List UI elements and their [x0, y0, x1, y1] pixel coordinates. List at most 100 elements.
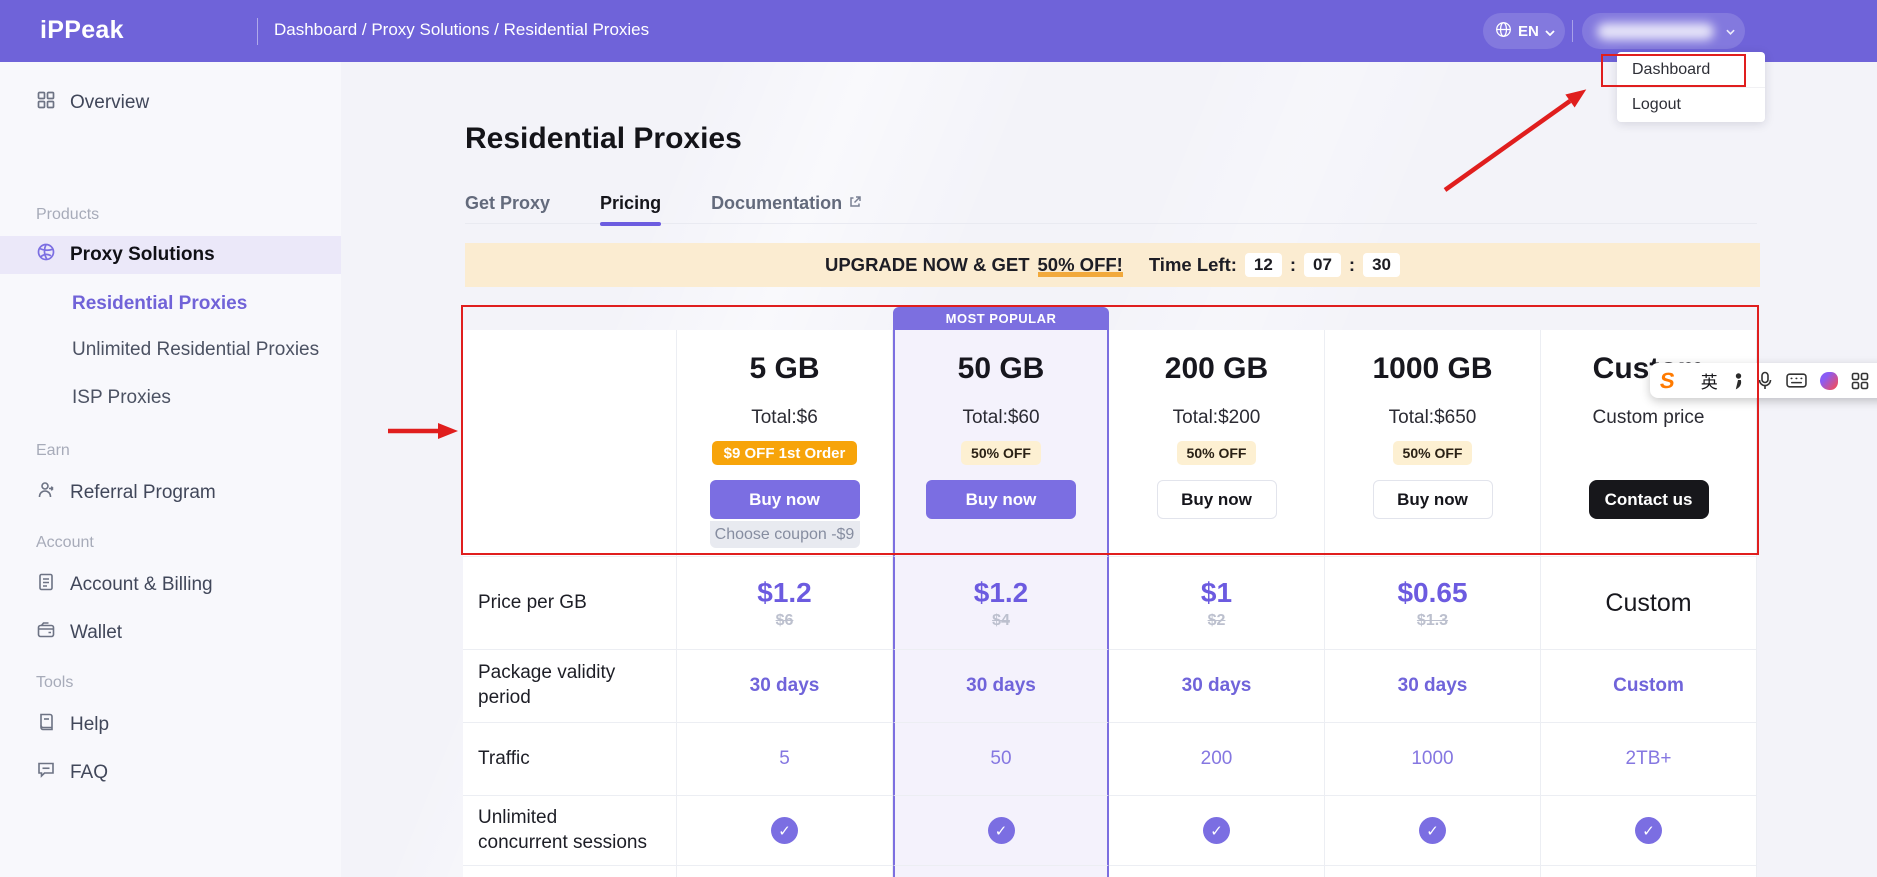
- page-title: Residential Proxies: [465, 122, 742, 155]
- sidebar-item-overview[interactable]: Overview: [0, 88, 341, 118]
- sidebar-section-tools: Tools: [36, 674, 74, 691]
- original-price: $2: [1207, 611, 1226, 629]
- sessions-cell: ✓: [1109, 796, 1325, 866]
- sidebar-item-referral-program[interactable]: Referral Program: [0, 478, 341, 508]
- sidebar-section-account: Account: [36, 534, 94, 551]
- price-cell: Custom: [1541, 557, 1757, 650]
- faq-chat-icon: [36, 760, 56, 786]
- ippeak-logo: iPPeak: [40, 16, 124, 44]
- traffic-cell: 200: [1109, 723, 1325, 796]
- buy-now-button[interactable]: Buy now: [709, 480, 860, 519]
- original-price: $1.3: [1416, 611, 1449, 629]
- plan-total: Total:$200: [1172, 407, 1261, 428]
- price-cell: $1.2 $4: [893, 557, 1109, 650]
- language-label: EN: [1518, 22, 1539, 40]
- sidebar-item-account-billing[interactable]: Account & Billing: [0, 570, 341, 600]
- promo-message: UPGRADE NOW & GET: [824, 254, 1030, 275]
- menu-item-logout[interactable]: Logout: [1617, 87, 1765, 122]
- tab-bar: Get Proxy Pricing Documentation: [465, 193, 862, 226]
- sidebar-section-products: Products: [36, 206, 100, 223]
- buy-now-button[interactable]: Buy now: [1156, 480, 1277, 519]
- redacted-user-email: [1597, 22, 1714, 40]
- sidebar-item-wallet[interactable]: Wallet: [0, 618, 341, 648]
- sidebar-section-earn: Earn: [36, 442, 70, 459]
- buy-now-button[interactable]: Buy now: [1372, 480, 1493, 519]
- ime-language-mode[interactable]: 英: [1700, 373, 1718, 392]
- sidebar-item-proxy-solutions[interactable]: Proxy Solutions: [0, 236, 341, 274]
- sessions-cell: ✓: [677, 796, 893, 866]
- upgrade-promo-banner: UPGRADE NOW & GET 50% OFF! Time Left: 12…: [465, 243, 1760, 287]
- first-order-badge: $9 OFF 1st Order: [711, 441, 858, 465]
- countdown-seconds: 30: [1363, 253, 1401, 277]
- chevron-down-icon: [1726, 22, 1735, 40]
- original-price: $6: [775, 611, 794, 629]
- check-icon: ✓: [1203, 817, 1230, 844]
- price-cell: $1.2 $6: [677, 557, 893, 650]
- user-account-menu[interactable]: [1582, 13, 1745, 49]
- header-divider: [1572, 20, 1573, 42]
- validity-cell: 30 days: [893, 650, 1109, 723]
- row-label-price-per-gb: Price per GB: [463, 557, 677, 650]
- tab-documentation[interactable]: Documentation: [711, 193, 862, 226]
- sidebar-item-label: Account & Billing: [70, 574, 213, 595]
- traffic-cell: 50: [893, 723, 1109, 796]
- plan-name: 5 GB: [749, 352, 820, 385]
- contact-us-button[interactable]: Contact us: [1588, 480, 1709, 519]
- globe-icon: [1495, 21, 1512, 42]
- help-book-icon: [36, 712, 56, 738]
- sessions-cell: ✓: [893, 796, 1109, 866]
- sidebar-item-faq[interactable]: FAQ: [0, 758, 341, 788]
- check-icon: ✓: [1635, 817, 1662, 844]
- overview-grid-icon: [36, 90, 56, 116]
- check-icon: ✓: [1419, 817, 1446, 844]
- sidebar-subitem-unlimited-residential-proxies[interactable]: Unlimited Residential Proxies: [72, 339, 320, 360]
- sogou-logo-icon[interactable]: S: [1658, 367, 1677, 393]
- punctuation-icon[interactable]: [1731, 371, 1744, 391]
- check-icon: ✓: [771, 817, 798, 844]
- traffic-cell: 1000: [1325, 723, 1541, 796]
- menu-item-dashboard[interactable]: Dashboard: [1632, 60, 1711, 78]
- validity-cell: 30 days: [677, 650, 893, 723]
- price-cell: $1 $2: [1109, 557, 1325, 650]
- tab-pricing[interactable]: Pricing: [600, 193, 662, 226]
- plan-total: Total:$6: [751, 407, 818, 428]
- chevron-down-icon: [1545, 23, 1555, 40]
- row-label-validity: Package validity period: [463, 650, 677, 723]
- plan-card-custom: Custom Custom price Contact us: [1541, 330, 1757, 557]
- countdown-hours: 12: [1244, 253, 1282, 277]
- sidebar-subitem-isp-proxies[interactable]: ISP Proxies: [72, 387, 171, 408]
- sidebar-item-help[interactable]: Help: [0, 710, 341, 740]
- original-price: $4: [992, 611, 1010, 629]
- keyboard-icon[interactable]: [1785, 372, 1807, 389]
- tabbar-divider: [465, 223, 1757, 224]
- annotation-arrow-dashboard: [1443, 89, 1587, 192]
- buy-now-button[interactable]: Buy now: [926, 480, 1076, 519]
- discount-badge: 50% OFF: [961, 441, 1041, 465]
- plan-name: 1000 GB: [1372, 352, 1493, 385]
- sidebar-item-label: Wallet: [70, 622, 123, 643]
- plan-total: Total:$650: [1388, 407, 1477, 428]
- sidebar-item-label: Overview: [70, 92, 150, 113]
- sidebar-subitem-residential-proxies[interactable]: Residential Proxies: [72, 293, 248, 314]
- apps-grid-icon[interactable]: [1851, 372, 1869, 390]
- breadcrumb[interactable]: Dashboard / Proxy Solutions / Residentia…: [274, 20, 650, 39]
- traffic-cell: 2TB+: [1541, 723, 1757, 796]
- skin-palette-icon[interactable]: [1819, 371, 1838, 390]
- tab-get-proxy[interactable]: Get Proxy: [465, 193, 551, 213]
- sessions-cell: ✓: [1325, 796, 1541, 866]
- table-corner-cell: [463, 330, 677, 557]
- coupon-select[interactable]: Choose coupon -$9: [709, 521, 860, 548]
- plan-card-5gb: 5 GB Total:$6 $9 OFF 1st Order Buy now C…: [677, 330, 893, 557]
- plan-card-200gb: 200 GB Total:$200 50% OFF Buy now: [1109, 330, 1325, 557]
- sidebar-item-label: Referral Program: [70, 482, 216, 503]
- user-dropdown-menu: Dashboard Logout: [1617, 52, 1765, 122]
- traffic-cell: 5: [677, 723, 893, 796]
- plan-total: Custom price: [1592, 407, 1705, 428]
- mic-icon[interactable]: [1757, 371, 1773, 391]
- sidebar-nav: Overview Products Proxy Solutions Reside…: [0, 62, 341, 877]
- sessions-cell: ✓: [1541, 796, 1757, 866]
- proxy-solutions-icon: [36, 242, 56, 268]
- language-selector[interactable]: EN: [1483, 13, 1565, 49]
- countdown-colon: :: [1289, 254, 1296, 275]
